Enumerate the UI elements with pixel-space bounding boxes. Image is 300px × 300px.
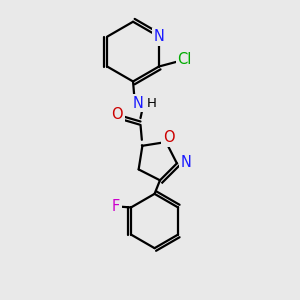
Text: O: O [112, 107, 123, 122]
Text: Cl: Cl [178, 52, 192, 67]
Text: F: F [112, 199, 120, 214]
Text: H: H [146, 97, 156, 110]
Text: N: N [154, 29, 164, 44]
Text: N: N [133, 96, 144, 111]
Text: O: O [163, 130, 175, 146]
Text: N: N [180, 154, 191, 169]
